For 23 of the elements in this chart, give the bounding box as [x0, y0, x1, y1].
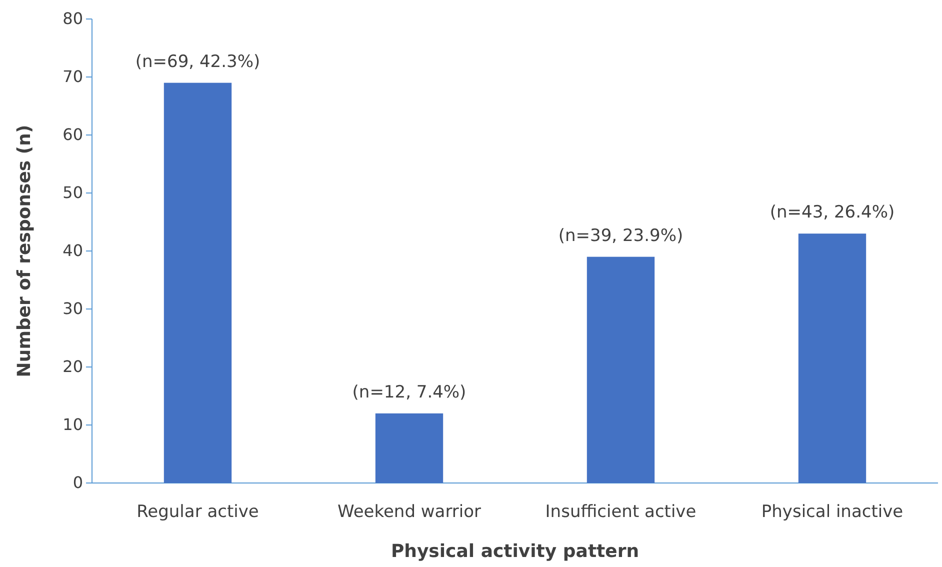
y-tick-label: 70 — [62, 67, 83, 86]
y-tick-label: 0 — [72, 473, 83, 492]
x-axis-title: Physical activity pattern — [390, 541, 640, 562]
data-label: (n=39, 23.9%) — [558, 226, 684, 246]
y-tick-label: 80 — [62, 9, 83, 28]
y-axis-title: Number of responses (n) — [14, 124, 35, 378]
x-tick-label: Regular active — [136, 502, 259, 522]
x-tick-label: Insufficient active — [545, 502, 696, 522]
y-tick-label: 10 — [62, 415, 83, 434]
y-tick-label: 30 — [62, 299, 83, 318]
bar — [375, 413, 444, 483]
data-label: (n=43, 26.4%) — [770, 202, 895, 223]
bar — [586, 256, 655, 483]
y-tick-label: 50 — [62, 183, 83, 202]
bar — [798, 234, 866, 483]
data-label: (n=69, 42.3%) — [135, 52, 260, 72]
x-tick-label: Weekend warrior — [337, 502, 482, 522]
bar — [164, 82, 232, 483]
y-tick-label: 40 — [62, 241, 83, 260]
x-tick-label: Physical inactive — [761, 502, 904, 522]
y-tick-label: 20 — [62, 357, 83, 376]
y-tick-label: 60 — [62, 125, 83, 144]
data-label: (n=12, 7.4%) — [352, 382, 466, 402]
